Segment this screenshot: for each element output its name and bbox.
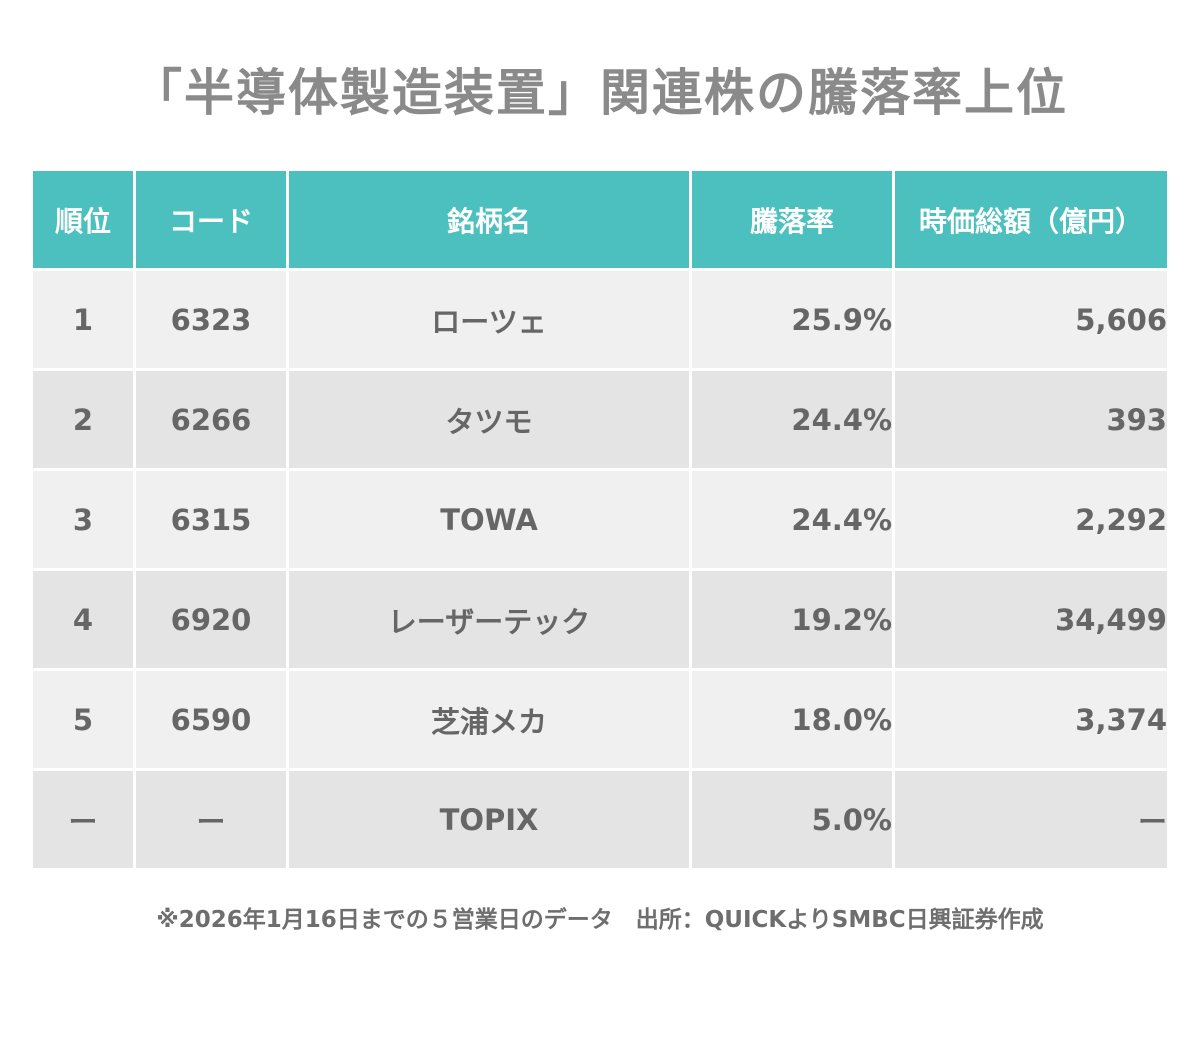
name-cell: TOWA: [289, 471, 689, 568]
table-row: 2 6266 タツモ 24.4% 393: [33, 371, 1167, 468]
rate-cell: 5.0%: [692, 771, 892, 868]
market-cap-cell: 393: [895, 371, 1167, 468]
column-header-rate: 騰落率: [692, 171, 892, 268]
table-header-row: 順位 コード 銘柄名 騰落率 時価総額（億円）: [33, 171, 1167, 268]
market-cap-cell: 3,374: [895, 671, 1167, 768]
column-header-code: コード: [136, 171, 286, 268]
name-cell: 芝浦メカ: [289, 671, 689, 768]
rank-cell: 4: [33, 571, 133, 668]
code-cell: 6590: [136, 671, 286, 768]
rate-cell: 24.4%: [692, 471, 892, 568]
table-row: 4 6920 レーザーテック 19.2% 34,499: [33, 571, 1167, 668]
column-header-market-cap: 時価総額（億円）: [895, 171, 1167, 268]
ranking-table: 順位 コード 銘柄名 騰落率 時価総額（億円） 1 6323 ローツェ 25.9…: [30, 168, 1170, 871]
rate-cell: 19.2%: [692, 571, 892, 668]
code-cell: ー: [136, 771, 286, 868]
name-cell: タツモ: [289, 371, 689, 468]
rank-cell: ー: [33, 771, 133, 868]
rank-cell: 2: [33, 371, 133, 468]
market-cap-cell: ー: [895, 771, 1167, 868]
rate-cell: 25.9%: [692, 271, 892, 368]
name-cell: TOPIX: [289, 771, 689, 868]
rank-cell: 3: [33, 471, 133, 568]
code-cell: 6920: [136, 571, 286, 668]
code-cell: 6315: [136, 471, 286, 568]
column-header-rank: 順位: [33, 171, 133, 268]
market-cap-cell: 34,499: [895, 571, 1167, 668]
rate-cell: 18.0%: [692, 671, 892, 768]
rank-cell: 5: [33, 671, 133, 768]
market-cap-cell: 2,292: [895, 471, 1167, 568]
source-footnote: ※2026年1月16日までの５営業日のデータ 出所：QUICKよりSMBC日興証…: [156, 907, 1044, 933]
table-row: 5 6590 芝浦メカ 18.0% 3,374: [33, 671, 1167, 768]
code-cell: 6323: [136, 271, 286, 368]
name-cell: ローツェ: [289, 271, 689, 368]
name-cell: レーザーテック: [289, 571, 689, 668]
chart-title: 「半導体製造装置」関連株の騰落率上位: [132, 64, 1068, 122]
table-row-topix: ー ー TOPIX 5.0% ー: [33, 771, 1167, 868]
table-row: 3 6315 TOWA 24.4% 2,292: [33, 471, 1167, 568]
rank-cell: 1: [33, 271, 133, 368]
table-row: 1 6323 ローツェ 25.9% 5,606: [33, 271, 1167, 368]
code-cell: 6266: [136, 371, 286, 468]
rate-cell: 24.4%: [692, 371, 892, 468]
column-header-name: 銘柄名: [289, 171, 689, 268]
market-cap-cell: 5,606: [895, 271, 1167, 368]
